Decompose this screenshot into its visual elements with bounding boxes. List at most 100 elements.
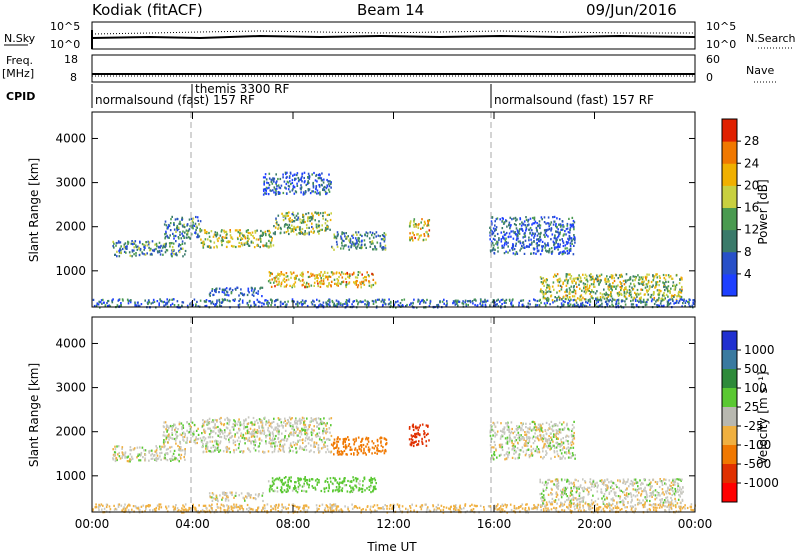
data-cell: [289, 191, 291, 193]
data-cell: [620, 276, 622, 278]
data-cell: [485, 300, 487, 302]
data-cell: [385, 449, 387, 451]
data-cell: [278, 431, 280, 433]
data-cell: [545, 281, 547, 283]
data-cell: [585, 298, 587, 300]
data-cell: [142, 447, 144, 449]
data-cell: [247, 294, 249, 296]
data-cell: [118, 299, 120, 301]
data-cell: [568, 446, 570, 448]
data-cell: [421, 299, 423, 301]
data-cell: [249, 245, 251, 247]
data-cell: [336, 441, 338, 443]
data-cell: [192, 422, 194, 424]
data-cell: [207, 419, 209, 421]
data-cell: [270, 304, 272, 306]
data-cell: [376, 231, 378, 233]
data-cell: [160, 253, 162, 255]
data-cell: [310, 449, 312, 451]
data-cell: [243, 425, 245, 427]
data-cell: [374, 245, 376, 247]
data-cell: [378, 299, 380, 301]
data-cell: [222, 298, 224, 300]
data-cell: [349, 275, 351, 277]
data-cell: [337, 246, 339, 248]
data-cell: [231, 492, 233, 494]
data-cell: [538, 439, 540, 441]
data-cell: [509, 249, 511, 251]
data-cell: [173, 235, 175, 237]
data-cell: [520, 248, 522, 250]
data-cell: [316, 192, 318, 194]
data-cell: [515, 217, 517, 219]
data-cell: [265, 231, 267, 233]
data-cell: [306, 282, 308, 284]
data-cell: [353, 443, 355, 445]
data-cell: [159, 251, 161, 253]
data-cell: [676, 295, 678, 297]
data-cell: [556, 226, 558, 228]
data-cell: [268, 480, 270, 482]
data-cell: [480, 299, 482, 301]
data-cell: [617, 292, 619, 294]
data-cell: [561, 441, 563, 443]
data-cell: [260, 235, 262, 237]
data-cell: [274, 490, 276, 492]
data-cell: [275, 190, 277, 192]
data-cell: [143, 449, 145, 451]
data-cell: [497, 233, 499, 235]
data-cell: [580, 277, 582, 279]
data-cell: [165, 243, 167, 245]
data-cell: [323, 444, 325, 446]
data-cell: [268, 182, 270, 184]
data-cell: [233, 423, 235, 425]
data-cell: [414, 436, 416, 438]
data-cell: [503, 428, 505, 430]
data-cell: [633, 275, 635, 277]
data-cell: [234, 433, 236, 435]
data-cell: [536, 242, 538, 244]
data-cell: [265, 423, 267, 425]
data-cell: [676, 284, 678, 286]
freq-frame: [92, 55, 695, 82]
data-cell: [320, 277, 322, 279]
data-cell: [513, 238, 515, 240]
data-cell: [343, 240, 345, 242]
data-cell: [224, 435, 226, 437]
data-cell: [582, 297, 584, 299]
data-cell: [641, 281, 643, 283]
data-cell: [220, 235, 222, 237]
data-cell: [185, 250, 187, 252]
data-cell: [274, 178, 276, 180]
data-cell: [369, 237, 371, 239]
data-cell: [365, 247, 367, 249]
data-cell: [134, 304, 136, 306]
data-cell: [358, 284, 360, 286]
data-cell: [226, 427, 228, 429]
data-cell: [303, 417, 305, 419]
data-cell: [262, 244, 264, 246]
data-cell: [313, 185, 315, 187]
data-cell: [154, 451, 156, 453]
data-cell: [279, 477, 281, 479]
data-cell: [145, 254, 147, 256]
data-cell: [237, 432, 239, 434]
data-cell: [280, 227, 282, 229]
data-cell: [346, 454, 348, 456]
data-cell: [308, 227, 310, 229]
data-cell: [258, 445, 260, 447]
data-cell: [367, 303, 369, 305]
data-cell: [367, 301, 369, 303]
data-cell: [325, 425, 327, 427]
data-cell: [298, 486, 300, 488]
data-cell: [374, 233, 376, 235]
data-cell: [180, 446, 182, 448]
data-cell: [327, 226, 329, 228]
data-cell: [370, 486, 372, 488]
data-cell: [502, 446, 504, 448]
data-cell: [502, 220, 504, 222]
data-cell: [306, 184, 308, 186]
data-cell: [551, 439, 553, 441]
data-cell: [651, 300, 653, 302]
data-cell: [599, 299, 601, 301]
